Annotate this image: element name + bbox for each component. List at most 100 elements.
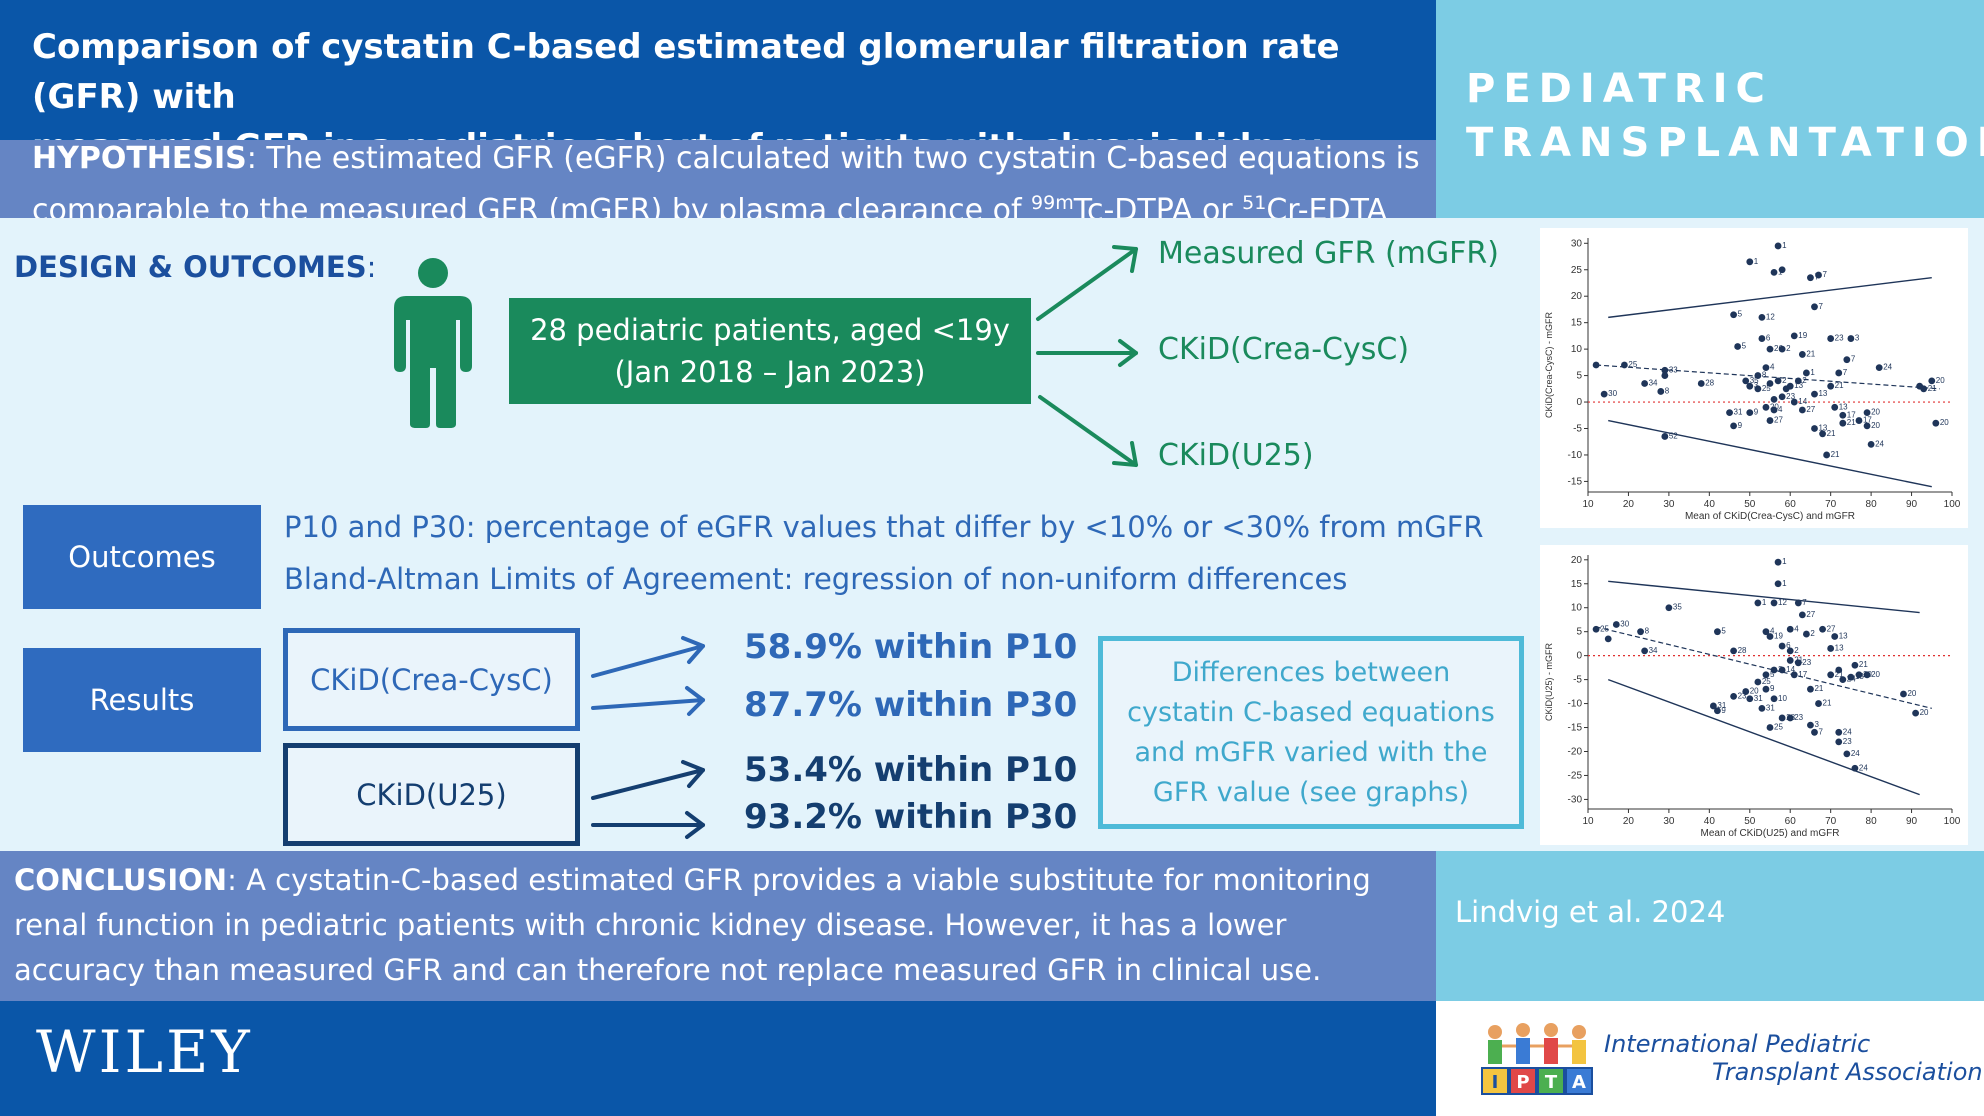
data-point bbox=[1742, 377, 1750, 385]
data-point bbox=[1835, 728, 1843, 736]
data-point bbox=[1920, 385, 1928, 393]
u25-box: CKiD(U25) bbox=[283, 743, 580, 846]
point-label: 20 bbox=[1750, 687, 1759, 696]
point-label: 2 bbox=[1802, 376, 1807, 385]
point-label: 21 bbox=[1835, 670, 1844, 679]
x-tick-label: 70 bbox=[1825, 816, 1837, 827]
point-label: 13 bbox=[1835, 643, 1844, 652]
x-tick-label: 60 bbox=[1785, 816, 1797, 827]
data-point bbox=[1730, 647, 1737, 655]
title-line-1: Comparison of cystatin C-based estimated… bbox=[32, 27, 1340, 117]
point-label: 27 bbox=[1806, 610, 1815, 619]
point-label: 14 bbox=[1786, 665, 1795, 674]
data-point bbox=[1766, 345, 1774, 353]
data-point bbox=[1774, 242, 1782, 250]
point-label: 31 bbox=[1717, 701, 1726, 710]
data-point bbox=[1798, 406, 1806, 414]
results-arrows bbox=[591, 636, 705, 839]
data-point bbox=[1709, 702, 1717, 710]
data-point bbox=[1827, 645, 1835, 652]
y-axis-label: CKiD(U25) - mGFR bbox=[1544, 643, 1554, 721]
point-label: 26 bbox=[1774, 344, 1783, 353]
point-label: 23 bbox=[1843, 737, 1852, 746]
journal-line-1: PEDIATRIC bbox=[1466, 66, 1773, 112]
lower-limit-line bbox=[1608, 419, 1932, 488]
result-crea-p30: 87.7% within P30 bbox=[744, 685, 1078, 725]
data-point bbox=[1831, 633, 1839, 640]
x-tick-label: 90 bbox=[1906, 816, 1918, 827]
point-label: 21 bbox=[1823, 699, 1832, 708]
data-point bbox=[1875, 364, 1883, 372]
y-tick-label: -5 bbox=[1573, 424, 1582, 435]
data-point bbox=[1819, 430, 1826, 438]
y-tick-label: -10 bbox=[1568, 450, 1583, 461]
data-point bbox=[1604, 635, 1612, 643]
data-point bbox=[1641, 647, 1649, 655]
data-point bbox=[1863, 671, 1871, 679]
point-label: 1 bbox=[1782, 557, 1787, 566]
point-label: 1 bbox=[1782, 241, 1787, 250]
data-point bbox=[1770, 395, 1778, 403]
data-point bbox=[1714, 628, 1721, 636]
point-label: 25 bbox=[1762, 677, 1771, 686]
data-point bbox=[1794, 599, 1802, 607]
upper-limit-line bbox=[1608, 276, 1932, 319]
data-point bbox=[1835, 369, 1843, 377]
point-label: 30 bbox=[1608, 389, 1617, 398]
data-point bbox=[1730, 422, 1737, 430]
x-tick-label: 30 bbox=[1663, 499, 1675, 510]
point-label: 23 bbox=[1786, 392, 1795, 401]
point-label: 4 bbox=[1770, 627, 1775, 636]
point-label: 23 bbox=[1738, 691, 1747, 700]
data-point bbox=[1827, 671, 1835, 679]
data-point bbox=[1863, 409, 1871, 417]
point-label: 21 bbox=[1831, 450, 1840, 459]
point-label: 28 bbox=[1705, 379, 1714, 388]
point-label: 20 bbox=[1871, 408, 1880, 417]
x-tick-label: 80 bbox=[1866, 499, 1878, 510]
data-point bbox=[1794, 377, 1802, 385]
point-label: 5 bbox=[1721, 627, 1726, 636]
data-point bbox=[1592, 625, 1600, 633]
data-point bbox=[1798, 351, 1806, 358]
data-point bbox=[1778, 266, 1786, 274]
point-label: 21 bbox=[1814, 684, 1823, 693]
point-label: 27 bbox=[1774, 416, 1783, 425]
results-box: Results bbox=[23, 648, 261, 752]
x-tick-label: 20 bbox=[1623, 816, 1635, 827]
data-point bbox=[1932, 419, 1940, 427]
data-point bbox=[1786, 625, 1794, 633]
data-point bbox=[1770, 599, 1778, 607]
point-label: 21 bbox=[1859, 660, 1868, 669]
point-label: 8 bbox=[1665, 386, 1670, 395]
x-tick-label: 40 bbox=[1704, 499, 1716, 510]
point-label: 1 bbox=[1782, 579, 1787, 588]
patients-line-1: 28 pediatric patients, aged <19y bbox=[530, 313, 1010, 347]
y-tick-label: 30 bbox=[1571, 238, 1583, 249]
point-label: 34 bbox=[1649, 646, 1658, 655]
point-label: 20 bbox=[1871, 670, 1880, 679]
data-point bbox=[1811, 425, 1818, 432]
data-point bbox=[1774, 377, 1782, 385]
point-label: 17 bbox=[1863, 416, 1872, 425]
data-point bbox=[1762, 685, 1770, 693]
data-point bbox=[1746, 409, 1754, 417]
point-label: 21 bbox=[1827, 429, 1836, 438]
data-point bbox=[1762, 671, 1770, 679]
data-point bbox=[1778, 393, 1786, 401]
point-label: 35 bbox=[1750, 376, 1759, 385]
x-tick-label: 50 bbox=[1744, 816, 1756, 827]
point-label: 24 bbox=[1851, 749, 1860, 758]
x-axis-label: Mean of CKiD(U25) and mGFR bbox=[1701, 828, 1840, 839]
conclusion-text: CONCLUSION: A cystatin-C-based estimated… bbox=[14, 858, 1424, 993]
point-label: 23 bbox=[1835, 334, 1844, 343]
data-point bbox=[1811, 303, 1818, 311]
data-point bbox=[1770, 666, 1778, 674]
data-point bbox=[1798, 611, 1806, 619]
data-point bbox=[1815, 700, 1822, 707]
y-tick-label: -10 bbox=[1568, 699, 1583, 710]
data-point bbox=[1774, 580, 1782, 588]
citation: Lindvig et al. 2024 bbox=[1455, 895, 1726, 929]
design-label-colon: : bbox=[366, 250, 377, 284]
upper-limit-line bbox=[1608, 580, 1920, 614]
